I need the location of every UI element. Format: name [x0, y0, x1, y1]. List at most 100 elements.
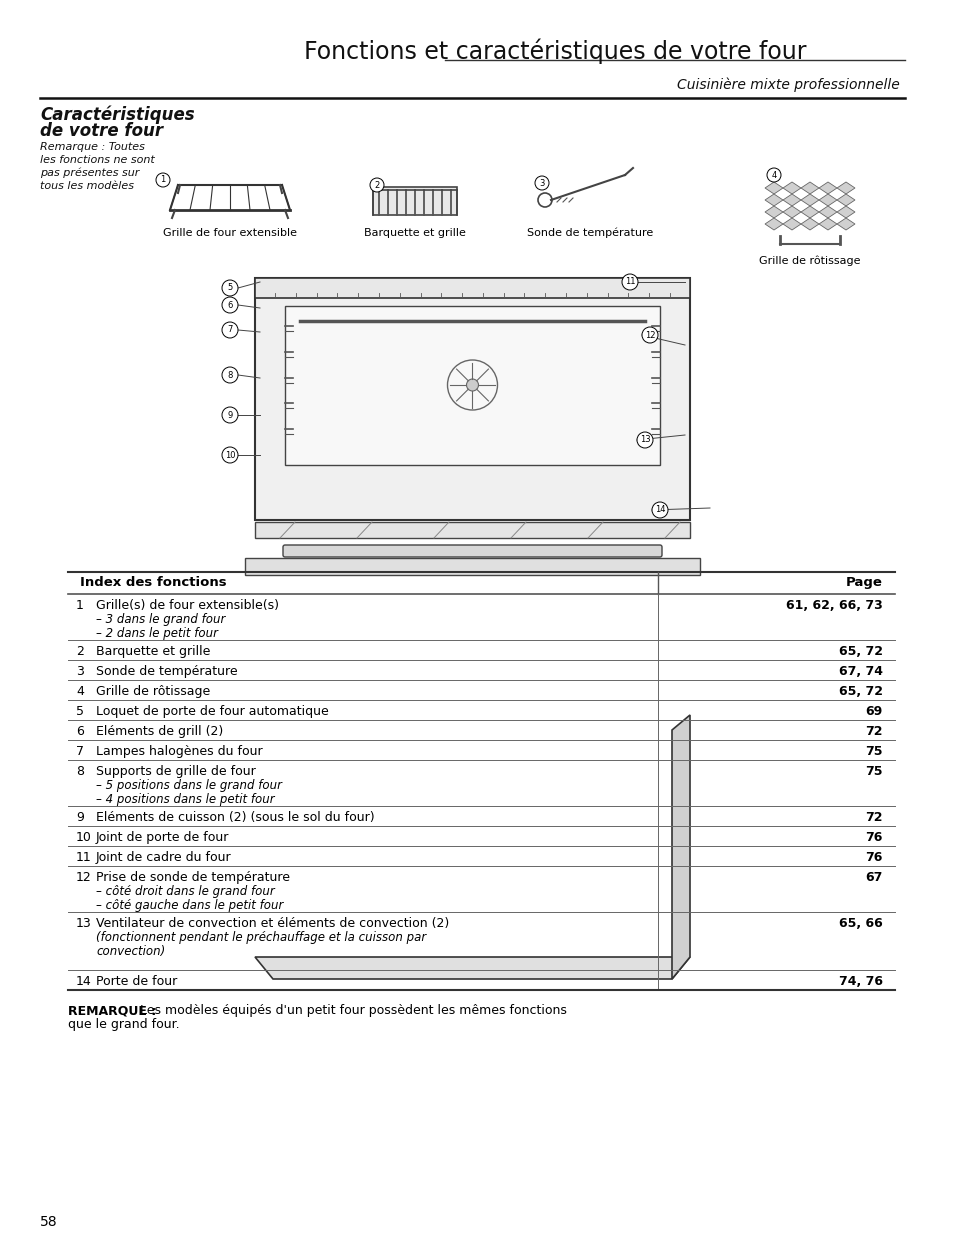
Text: Index des fonctions: Index des fonctions — [80, 576, 227, 589]
Text: Lampes halogènes du four: Lampes halogènes du four — [96, 745, 262, 758]
Polygon shape — [836, 219, 854, 230]
Text: – 5 positions dans le grand four: – 5 positions dans le grand four — [96, 779, 282, 792]
Circle shape — [222, 322, 237, 338]
Text: 72: 72 — [864, 811, 882, 824]
Polygon shape — [764, 206, 782, 219]
Text: 72: 72 — [864, 725, 882, 739]
Text: 61, 62, 66, 73: 61, 62, 66, 73 — [785, 599, 882, 613]
Text: 3: 3 — [76, 664, 84, 678]
Text: – côté droit dans le grand four: – côté droit dans le grand four — [96, 885, 274, 898]
FancyBboxPatch shape — [254, 522, 689, 538]
Text: – 3 dans le grand four: – 3 dans le grand four — [96, 613, 225, 626]
Text: 9: 9 — [76, 811, 84, 824]
FancyBboxPatch shape — [373, 186, 456, 215]
Text: – 4 positions dans le petit four: – 4 positions dans le petit four — [96, 793, 274, 806]
Text: 13: 13 — [639, 436, 650, 445]
Polygon shape — [782, 219, 801, 230]
Text: 10: 10 — [76, 831, 91, 844]
Polygon shape — [254, 957, 689, 979]
Text: 12: 12 — [644, 331, 655, 340]
Text: 75: 75 — [864, 764, 882, 778]
Text: 2: 2 — [76, 645, 84, 658]
Polygon shape — [818, 206, 836, 219]
Polygon shape — [801, 194, 818, 206]
Polygon shape — [801, 206, 818, 219]
Polygon shape — [818, 194, 836, 206]
Text: REMARQUE :: REMARQUE : — [68, 1004, 156, 1016]
Circle shape — [222, 296, 237, 312]
Circle shape — [621, 274, 638, 290]
Text: 14: 14 — [76, 974, 91, 988]
Circle shape — [222, 280, 237, 296]
Circle shape — [637, 432, 652, 448]
Text: Joint de porte de four: Joint de porte de four — [96, 831, 229, 844]
Text: Sonde de température: Sonde de température — [526, 228, 653, 238]
Text: Grille(s) de four extensible(s): Grille(s) de four extensible(s) — [96, 599, 278, 613]
Text: Grille de rôtissage: Grille de rôtissage — [759, 254, 860, 266]
Text: Porte de four: Porte de four — [96, 974, 177, 988]
Polygon shape — [671, 715, 689, 979]
Circle shape — [370, 178, 384, 191]
Polygon shape — [782, 206, 801, 219]
FancyBboxPatch shape — [254, 278, 689, 298]
Text: 8: 8 — [76, 764, 84, 778]
Text: Les modèles équipés d'un petit four possèdent les mêmes fonctions: Les modèles équipés d'un petit four poss… — [136, 1004, 566, 1016]
Text: Supports de grille de four: Supports de grille de four — [96, 764, 255, 778]
Text: 8: 8 — [227, 370, 233, 379]
Text: 65, 72: 65, 72 — [838, 685, 882, 698]
Text: 74, 76: 74, 76 — [838, 974, 882, 988]
Text: 11: 11 — [76, 851, 91, 864]
Text: Joint de cadre du four: Joint de cadre du four — [96, 851, 232, 864]
Text: Remarque : Toutes: Remarque : Toutes — [40, 142, 145, 152]
Circle shape — [156, 173, 170, 186]
Text: – 2 dans le petit four: – 2 dans le petit four — [96, 627, 218, 640]
Text: Prise de sonde de température: Prise de sonde de température — [96, 871, 290, 884]
Text: 65, 66: 65, 66 — [839, 918, 882, 930]
Circle shape — [651, 501, 667, 517]
FancyBboxPatch shape — [283, 545, 661, 557]
Text: 11: 11 — [624, 278, 635, 287]
Text: 7: 7 — [227, 326, 233, 335]
Text: Barquette et grille: Barquette et grille — [96, 645, 211, 658]
Text: 6: 6 — [227, 300, 233, 310]
Text: 67, 74: 67, 74 — [838, 664, 882, 678]
Text: 4: 4 — [771, 170, 776, 179]
Text: Cuisinière mixte professionnelle: Cuisinière mixte professionnelle — [677, 78, 899, 93]
Text: Eléments de cuisson (2) (sous le sol du four): Eléments de cuisson (2) (sous le sol du … — [96, 811, 375, 824]
Text: 10: 10 — [225, 451, 235, 459]
Text: les fonctions ne sont: les fonctions ne sont — [40, 156, 154, 165]
Text: 76: 76 — [864, 831, 882, 844]
Circle shape — [222, 447, 237, 463]
Text: Loquet de porte de four automatique: Loquet de porte de four automatique — [96, 705, 329, 718]
Polygon shape — [801, 182, 818, 194]
Text: 5: 5 — [76, 705, 84, 718]
Text: 7: 7 — [76, 745, 84, 758]
Text: 9: 9 — [227, 410, 233, 420]
Text: pas présentes sur: pas présentes sur — [40, 168, 139, 179]
Text: que le grand four.: que le grand four. — [68, 1018, 179, 1031]
Text: 5: 5 — [227, 284, 233, 293]
Circle shape — [222, 367, 237, 383]
Text: 67: 67 — [864, 871, 882, 884]
Polygon shape — [836, 182, 854, 194]
Text: 58: 58 — [40, 1215, 57, 1229]
Text: Ventilateur de convection et éléments de convection (2): Ventilateur de convection et éléments de… — [96, 918, 449, 930]
Text: tous les modèles: tous les modèles — [40, 182, 133, 191]
Circle shape — [466, 379, 478, 391]
Polygon shape — [836, 194, 854, 206]
Text: 14: 14 — [654, 505, 664, 515]
Polygon shape — [818, 182, 836, 194]
Polygon shape — [818, 219, 836, 230]
FancyBboxPatch shape — [285, 306, 659, 466]
Circle shape — [641, 327, 658, 343]
Text: Caractéristiques: Caractéristiques — [40, 105, 194, 124]
Polygon shape — [782, 194, 801, 206]
Text: Sonde de température: Sonde de température — [96, 664, 237, 678]
Text: 1: 1 — [160, 175, 166, 184]
Text: 6: 6 — [76, 725, 84, 739]
Circle shape — [535, 177, 548, 190]
Polygon shape — [836, 206, 854, 219]
Text: 75: 75 — [864, 745, 882, 758]
Polygon shape — [764, 182, 782, 194]
Polygon shape — [245, 558, 700, 576]
